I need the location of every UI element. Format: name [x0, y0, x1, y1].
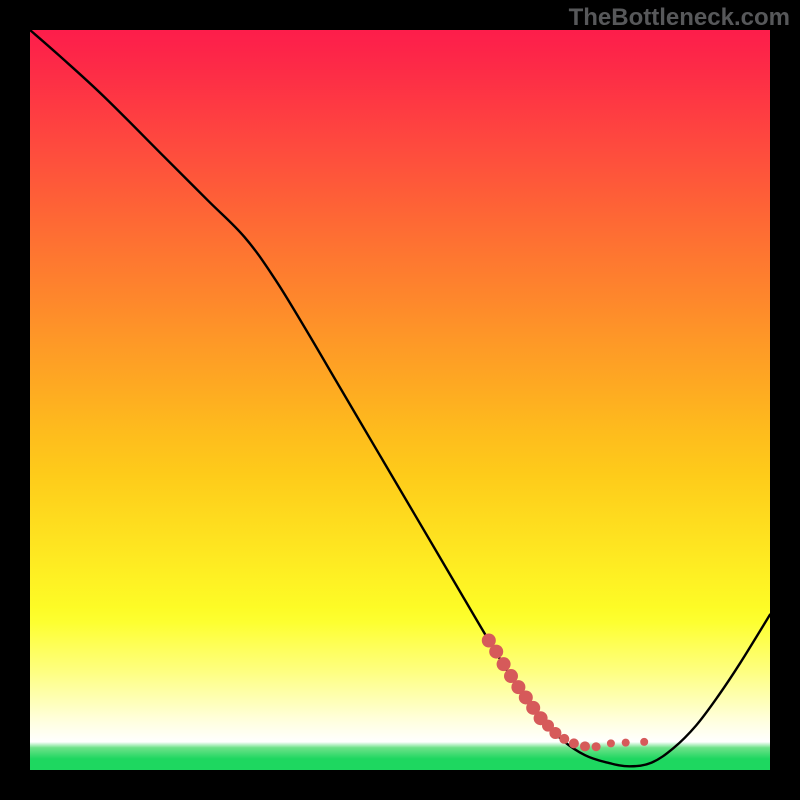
- chart-svg: [0, 0, 800, 800]
- marker-dot: [497, 657, 511, 671]
- marker-dot: [569, 738, 579, 748]
- marker-dot: [559, 734, 569, 744]
- chart-container: TheBottleneck.com: [0, 0, 800, 800]
- plot-background: [30, 30, 770, 770]
- marker-dot: [607, 739, 615, 747]
- marker-dot: [622, 739, 630, 747]
- attribution-label: TheBottleneck.com: [569, 4, 790, 32]
- marker-dot: [580, 741, 590, 751]
- marker-dot: [489, 645, 503, 659]
- marker-dot: [640, 738, 648, 746]
- marker-dot: [592, 742, 601, 751]
